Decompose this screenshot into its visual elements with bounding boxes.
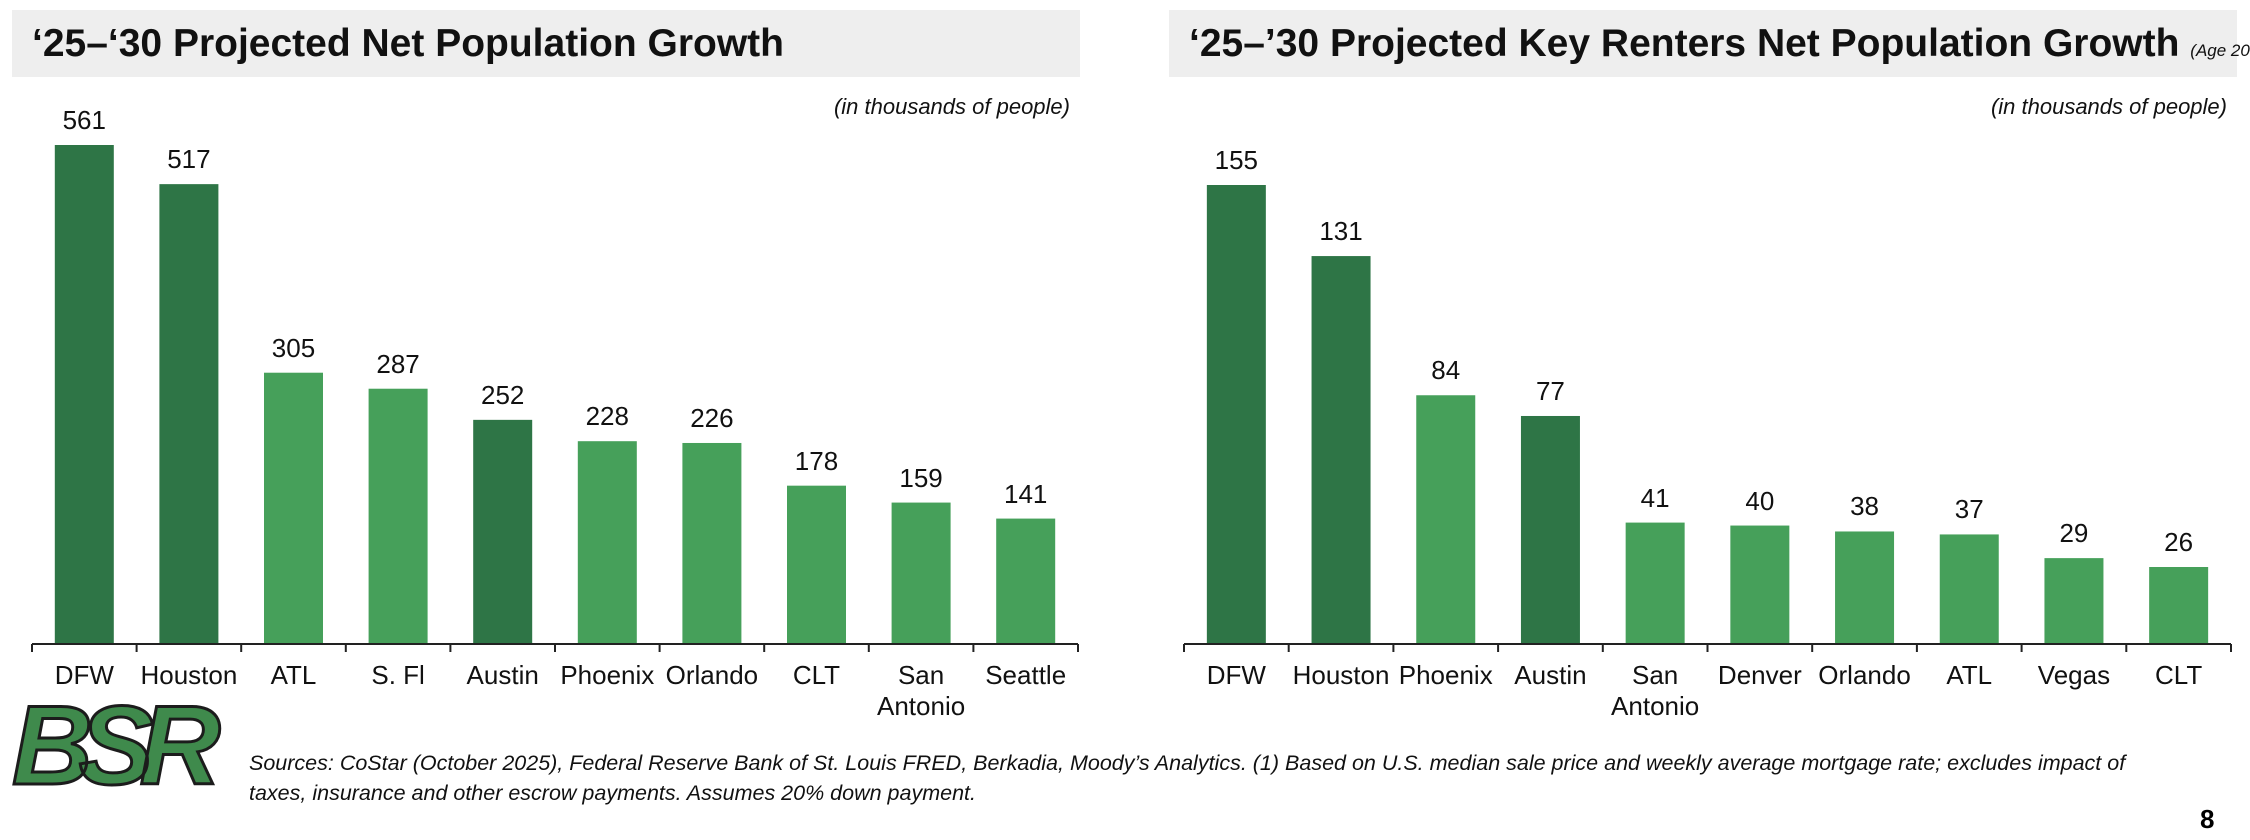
- x-tick-label: Vegas: [2037, 660, 2111, 690]
- chart-title: ‘25–‘30 Projected Net Population Growth: [32, 10, 784, 77]
- bar: [264, 372, 323, 644]
- x-tick-label: Phoenix: [1398, 660, 1493, 690]
- bar: [787, 485, 846, 644]
- unit-note: (in thousands of people): [833, 94, 1070, 119]
- x-tick-label: San Antonio: [877, 660, 966, 721]
- x-tick-label: Houston: [140, 660, 238, 690]
- x-tick-label: CLT: [792, 660, 841, 690]
- x-tick-label: Orlando: [665, 660, 759, 690]
- bar: [891, 502, 951, 644]
- bar: [1311, 256, 1371, 644]
- bar: [1835, 531, 1895, 644]
- bar: [682, 442, 742, 644]
- bar: [1730, 525, 1790, 644]
- value-label: 26: [2164, 527, 2194, 557]
- value-label: 155: [1214, 145, 1259, 175]
- value-label: 226: [690, 402, 734, 433]
- bar: [577, 441, 637, 644]
- unit-note: (in thousands of people): [1990, 94, 2227, 119]
- x-tick-label: Austin: [1514, 660, 1587, 690]
- title-text: ‘25–‘30 Projected Net Population Growth: [32, 22, 784, 65]
- bar: [996, 518, 1056, 644]
- value-label: 517: [167, 144, 211, 175]
- x-tick-label: Austin: [466, 660, 539, 690]
- value-label: 228: [585, 401, 629, 432]
- value-label: 131: [1319, 216, 1363, 247]
- value-label: 141: [1003, 478, 1048, 509]
- x-tick-label: Houston: [1292, 660, 1390, 690]
- bar: [2149, 567, 2209, 644]
- x-tick-label: ATL: [270, 660, 317, 690]
- value-label: 38: [1850, 491, 1879, 522]
- logo: BSR: [10, 683, 222, 808]
- value-label: 561: [62, 105, 106, 135]
- bar: [1939, 534, 1999, 644]
- sources: Sources: CoStar (October 2025), Federal …: [249, 751, 2126, 805]
- bar: [1625, 522, 1685, 644]
- value-label: 287: [376, 348, 420, 379]
- title-text: ‘25–’30 Projected Key Renters Net Popula…: [1189, 22, 2180, 65]
- bar: [1416, 395, 1476, 644]
- bar: [1206, 185, 1266, 644]
- x-tick-label: Denver: [1717, 660, 1802, 690]
- x-tick-label: San Antonio: [1611, 660, 1700, 721]
- x-tick-label: S. Fl: [371, 660, 425, 690]
- chart-header: ‘25–‘30 Projected Net Population Growth: [12, 10, 1080, 77]
- value-label: 77: [1535, 375, 1565, 406]
- value-label: 159: [899, 462, 943, 493]
- value-label: 29: [2059, 518, 2089, 549]
- x-tick-label: DFW: [1206, 660, 1266, 690]
- bar: [1520, 415, 1580, 644]
- bar: [368, 388, 428, 644]
- x-tick-label: CLT: [2155, 660, 2203, 690]
- bar: [54, 145, 114, 644]
- bar: [2044, 558, 2104, 644]
- value-label: 178: [794, 445, 839, 476]
- x-tick-label: ATL: [1946, 660, 1993, 690]
- value-label: 252: [480, 379, 525, 410]
- x-tick-label: Seattle: [985, 660, 1067, 690]
- bar: [473, 419, 533, 644]
- chart-title: ‘25–’30 Projected Key Renters Net Popula…: [1189, 10, 2250, 84]
- page-number: 8: [2200, 804, 2215, 834]
- x-tick-label: DFW: [54, 660, 114, 690]
- value-label: 41: [1640, 482, 1670, 513]
- bar: [159, 184, 219, 644]
- x-tick-label: Phoenix: [560, 660, 655, 690]
- value-label: 40: [1745, 485, 1775, 516]
- value-label: 37: [1954, 494, 1984, 525]
- value-label: 305: [271, 332, 316, 363]
- title-note: (Age 20-34): [2190, 41, 2250, 60]
- x-tick-label: Orlando: [1818, 660, 1911, 690]
- value-label: 84: [1431, 355, 1461, 386]
- chart-header: ‘25–’30 Projected Key Renters Net Popula…: [1169, 10, 2250, 77]
